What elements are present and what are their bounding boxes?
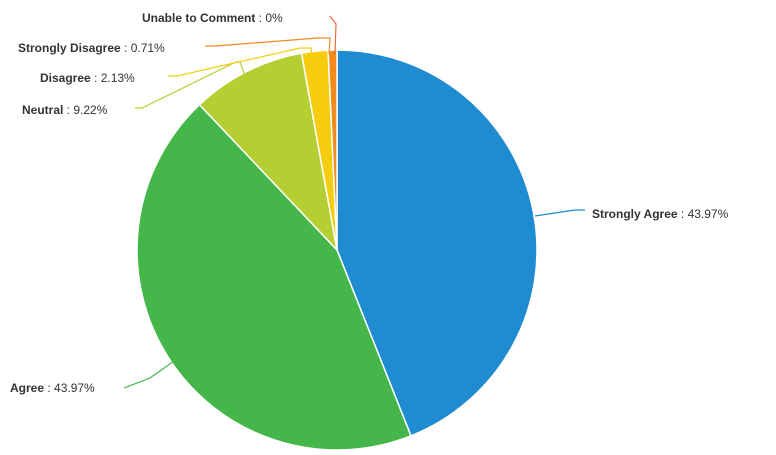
slice-labels: Strongly Agree : 43.97%Agree : 43.97%Neu… xyxy=(10,11,729,395)
pie-slice-neutral[interactable] xyxy=(198,52,339,253)
slice-label-name: Strongly Agree xyxy=(592,207,678,221)
pie-slice-strongly-agree[interactable] xyxy=(336,49,538,437)
leader-line-strongly-disagree xyxy=(205,37,331,55)
pie-slice-strongly-disagree[interactable] xyxy=(327,49,338,251)
slice-label-value: : 43.97% xyxy=(44,381,95,395)
leader-lines xyxy=(123,15,585,389)
leader-line-agree xyxy=(123,351,188,389)
pie-slice-agree[interactable] xyxy=(136,103,412,451)
slice-label-agree: Agree : 43.97% xyxy=(10,381,95,395)
slice-label-name: Agree xyxy=(10,381,44,395)
slice-label-value: : 0.71% xyxy=(121,41,165,55)
slice-label-name: Unable to Comment xyxy=(142,11,255,25)
slice-label-name: Disagree xyxy=(40,71,91,85)
leader-line-unable-to-comment xyxy=(329,15,337,55)
slice-label-neutral: Neutral : 9.22% xyxy=(22,103,108,117)
slice-label-strongly-agree: Strongly Agree : 43.97% xyxy=(592,207,729,221)
pie-slices xyxy=(136,49,538,451)
slice-label-value: : 9.22% xyxy=(63,103,107,117)
leader-line-strongly-agree xyxy=(534,209,585,217)
slice-label-value: : 43.97% xyxy=(678,207,729,221)
slice-label-strongly-disagree: Strongly Disagree : 0.71% xyxy=(18,41,165,55)
slice-label-value: : 0% xyxy=(255,11,283,25)
slice-label-disagree: Disagree : 2.13% xyxy=(40,71,135,85)
slice-label-unable-to-comment: Unable to Comment : 0% xyxy=(142,11,283,25)
slice-label-value: : 2.13% xyxy=(91,71,135,85)
slice-label-name: Neutral xyxy=(22,103,63,117)
leader-line-disagree xyxy=(168,47,313,77)
slice-label-name: Strongly Disagree xyxy=(18,41,121,55)
